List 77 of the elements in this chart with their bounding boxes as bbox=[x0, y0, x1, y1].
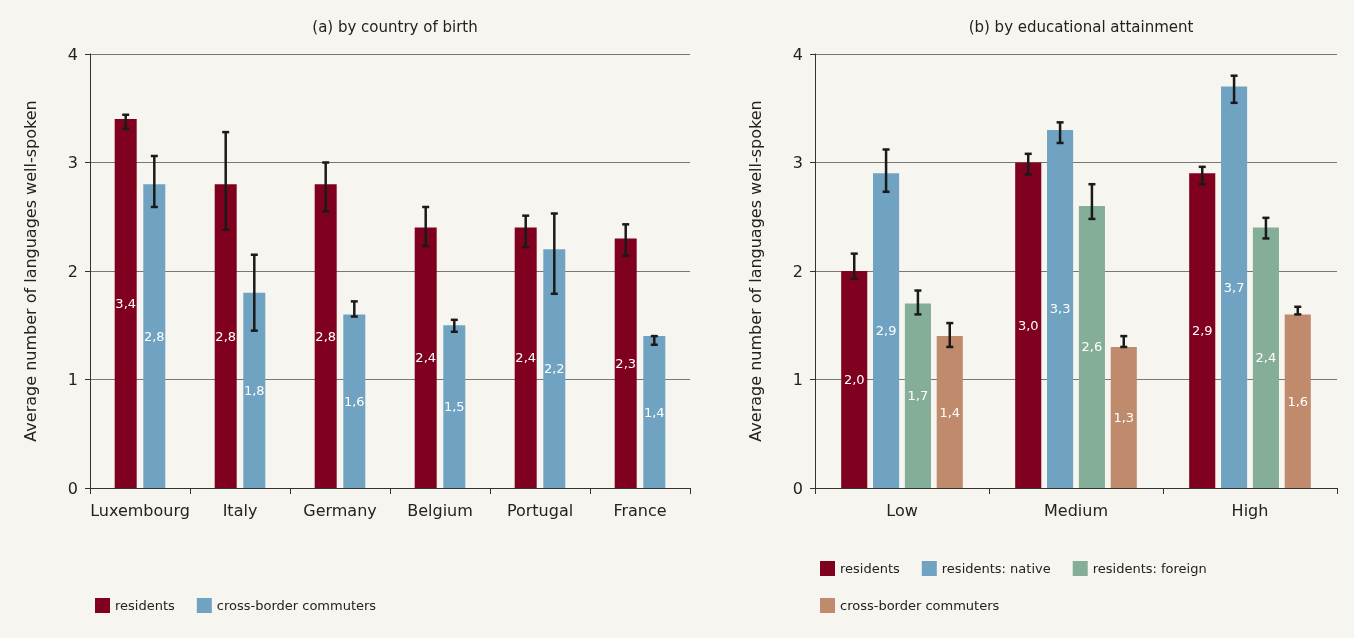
data-label: 1,4 bbox=[939, 404, 961, 420]
data-label: 3,0 bbox=[1017, 317, 1039, 333]
bar bbox=[643, 336, 666, 488]
data-label: 2,4 bbox=[415, 350, 437, 366]
chart-title: (b) by educational attainment bbox=[968, 17, 1194, 36]
bar bbox=[314, 184, 337, 488]
x-tick-label: High bbox=[1231, 500, 1269, 520]
bar bbox=[214, 184, 237, 488]
y-tick-label: 0 bbox=[67, 478, 78, 498]
bar bbox=[514, 227, 537, 488]
bar bbox=[114, 119, 137, 488]
data-label: 1,8 bbox=[243, 382, 265, 398]
y-tick-label: 1 bbox=[67, 370, 78, 389]
data-label: 2,8 bbox=[315, 328, 337, 344]
data-label: 2,4 bbox=[1255, 350, 1277, 366]
data-label: 1,4 bbox=[643, 404, 665, 420]
x-tick-label: Germany bbox=[303, 500, 377, 520]
data-label: 1,5 bbox=[443, 399, 465, 415]
bar bbox=[414, 227, 437, 488]
y-tick-label: 3 bbox=[792, 153, 803, 172]
chart-title: (a) by country of birth bbox=[312, 17, 478, 36]
data-label: 2,9 bbox=[1191, 323, 1213, 339]
x-tick-label: France bbox=[613, 500, 667, 520]
data-label: 3,4 bbox=[115, 296, 137, 312]
bar bbox=[614, 238, 637, 488]
bar bbox=[936, 336, 963, 488]
data-label: 1,3 bbox=[1113, 409, 1135, 425]
y-tick-label: 4 bbox=[67, 44, 78, 64]
x-tick-label: Medium bbox=[1044, 500, 1108, 520]
data-label: 2,6 bbox=[1081, 339, 1103, 355]
bar bbox=[1110, 346, 1137, 488]
bar bbox=[1078, 205, 1105, 488]
bar bbox=[1047, 129, 1074, 488]
bar bbox=[1221, 86, 1248, 488]
data-label: 3,3 bbox=[1049, 301, 1071, 317]
legend-label: residents bbox=[115, 598, 176, 613]
x-tick-label: Portugal bbox=[506, 500, 574, 520]
y-tick-label: 4 bbox=[792, 44, 803, 64]
data-label: 2,4 bbox=[515, 350, 537, 366]
data-label: 2,2 bbox=[543, 361, 565, 377]
y-axis-title: Average number of languages well-spoken bbox=[20, 100, 40, 442]
data-label: 1,6 bbox=[1287, 393, 1309, 409]
data-label: 1,6 bbox=[343, 393, 365, 409]
x-tick-label: Low bbox=[886, 500, 918, 520]
data-label: 2,3 bbox=[615, 355, 637, 371]
bar bbox=[243, 292, 266, 488]
y-tick-label: 2 bbox=[792, 261, 803, 281]
bar bbox=[543, 249, 566, 488]
y-axis-title: Average number of languages well-spoken bbox=[745, 100, 765, 442]
x-tick-label: Luxembourg bbox=[90, 500, 190, 520]
bar bbox=[1284, 314, 1311, 488]
y-tick-label: 2 bbox=[67, 261, 78, 281]
bar bbox=[873, 173, 900, 488]
bar bbox=[1252, 227, 1279, 488]
bar bbox=[343, 314, 366, 488]
bar bbox=[841, 271, 868, 488]
bar bbox=[143, 184, 166, 488]
data-label: 1,7 bbox=[907, 388, 929, 404]
data-label: 2,8 bbox=[215, 328, 237, 344]
y-tick-label: 1 bbox=[792, 370, 803, 389]
legend-label: residents bbox=[840, 561, 901, 576]
bar bbox=[443, 325, 466, 488]
y-tick-label: 3 bbox=[67, 153, 78, 172]
legend-label: cross-border commuters bbox=[216, 598, 377, 613]
data-label: 3,7 bbox=[1223, 279, 1245, 295]
data-label: 2,9 bbox=[875, 323, 897, 339]
legend-label: residents: foreign bbox=[1092, 561, 1207, 576]
legend-label: cross-border commuters bbox=[840, 598, 1000, 613]
legend-label: residents: native bbox=[941, 561, 1051, 576]
data-label: 2,8 bbox=[143, 328, 165, 344]
bar bbox=[1189, 173, 1216, 488]
data-label: 2,0 bbox=[843, 372, 865, 387]
y-tick-label: 0 bbox=[792, 478, 803, 498]
x-tick-label: Belgium bbox=[407, 500, 473, 520]
x-tick-label: Italy bbox=[222, 500, 258, 520]
bar bbox=[904, 303, 931, 488]
bar bbox=[1015, 162, 1042, 488]
